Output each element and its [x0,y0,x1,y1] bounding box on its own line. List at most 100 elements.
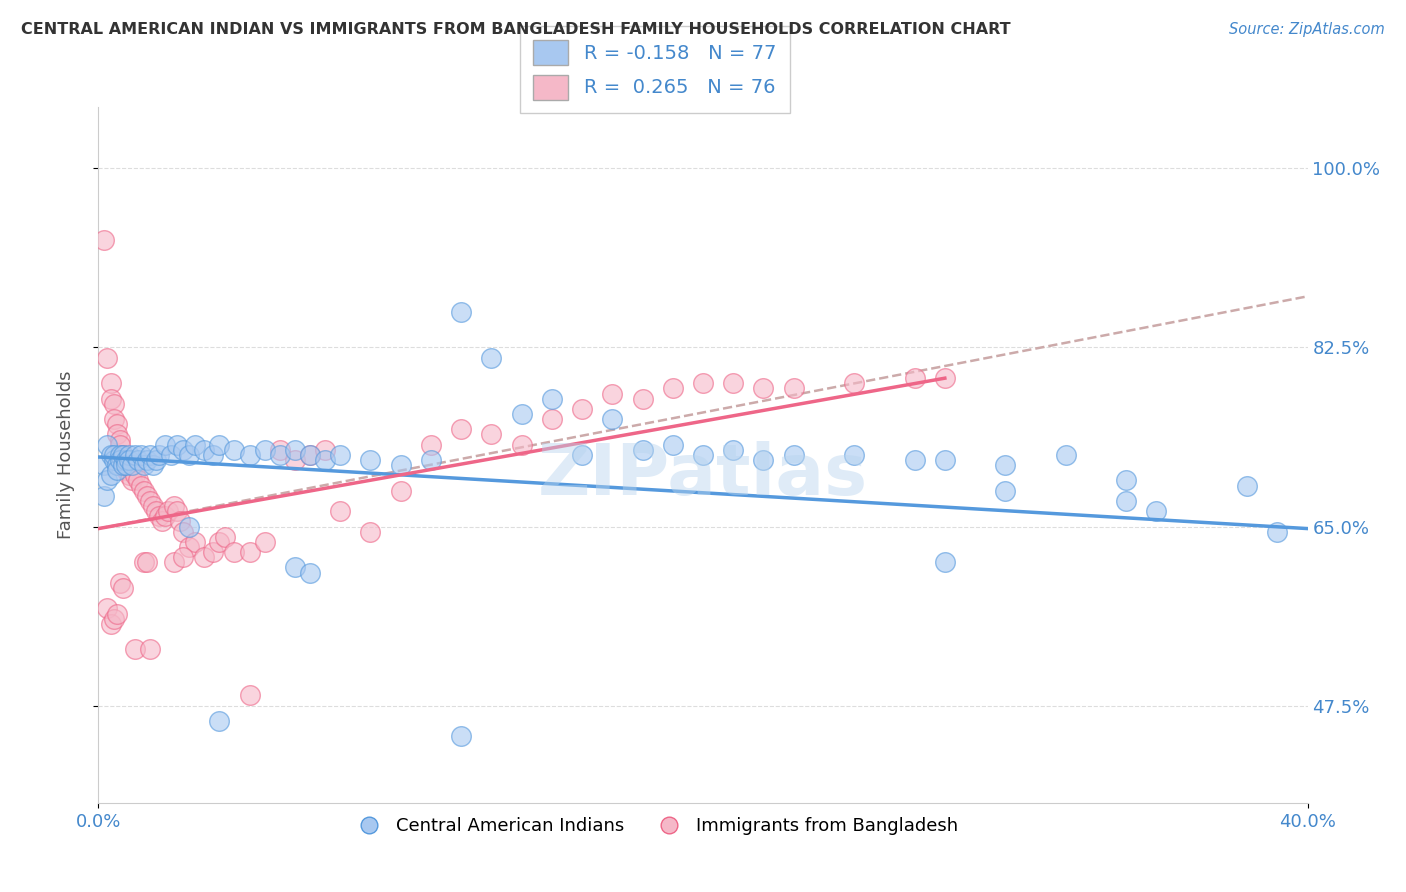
Point [224,545,246,559]
Point [169,515,191,529]
Point [139,448,162,462]
Point [96,601,118,615]
Point [184,438,207,452]
Legend: Central American Indians, Immigrants from Bangladesh: Central American Indians, Immigrants fro… [343,810,966,842]
Point [124,642,146,657]
Point [105,607,128,621]
Point [103,412,125,426]
Point [1144,504,1167,518]
Point [100,468,122,483]
Point [284,442,307,457]
Text: Source: ZipAtlas.com: Source: ZipAtlas.com [1229,22,1385,37]
Point [571,401,593,416]
Point [172,524,194,539]
Point [269,442,291,457]
Point [284,560,307,574]
Point [723,442,745,457]
Point [135,489,157,503]
Point [100,616,122,631]
Point [100,448,122,462]
Point [389,483,412,498]
Point [111,581,134,595]
Point [172,550,194,565]
Point [93,489,115,503]
Point [148,509,170,524]
Point [571,448,593,462]
Point [299,448,322,462]
Point [329,504,352,518]
Point [450,729,472,743]
Text: ZIPatlas: ZIPatlas [538,442,868,510]
Point [108,575,131,590]
Point [132,483,155,498]
Point [184,535,207,549]
Point [103,612,125,626]
Point [904,371,927,385]
Point [723,376,745,391]
Point [269,448,291,462]
Point [127,453,149,467]
Point [179,519,201,533]
Point [783,381,806,395]
Point [105,417,128,432]
Point [105,463,128,477]
Point [96,351,118,365]
Point [148,448,170,462]
Point [172,442,194,457]
Point [193,442,215,457]
Point [111,458,134,472]
Point [510,438,533,452]
Point [661,381,683,395]
Point [139,494,162,508]
Point [132,458,155,472]
Point [105,458,128,472]
Point [121,474,143,488]
Point [224,442,246,457]
Point [208,714,231,728]
Point [752,453,775,467]
Point [602,412,624,426]
Point [127,474,149,488]
Point [153,438,176,452]
Point [124,468,146,483]
Point [481,351,503,365]
Point [118,453,141,467]
Point [166,504,188,518]
Point [208,438,231,452]
Point [179,540,201,554]
Point [103,397,125,411]
Point [253,535,276,549]
Point [108,438,131,452]
Point [1236,478,1258,492]
Point [540,412,562,426]
Point [329,448,352,462]
Point [450,304,472,318]
Point [153,509,176,524]
Point [103,448,125,462]
Point [93,233,115,247]
Point [114,453,136,467]
Point [135,555,157,569]
Point [540,392,562,406]
Point [202,448,225,462]
Point [661,438,683,452]
Point [844,376,866,391]
Point [93,458,115,472]
Point [160,448,183,462]
Point [420,453,443,467]
Point [96,438,118,452]
Point [193,550,215,565]
Point [145,453,167,467]
Point [114,458,136,472]
Point [752,381,775,395]
Point [129,448,152,462]
Point [253,442,276,457]
Point [111,458,134,472]
Point [994,458,1017,472]
Point [934,453,956,467]
Point [934,371,956,385]
Point [360,524,382,539]
Point [783,448,806,462]
Point [1115,494,1137,508]
Point [202,545,225,559]
